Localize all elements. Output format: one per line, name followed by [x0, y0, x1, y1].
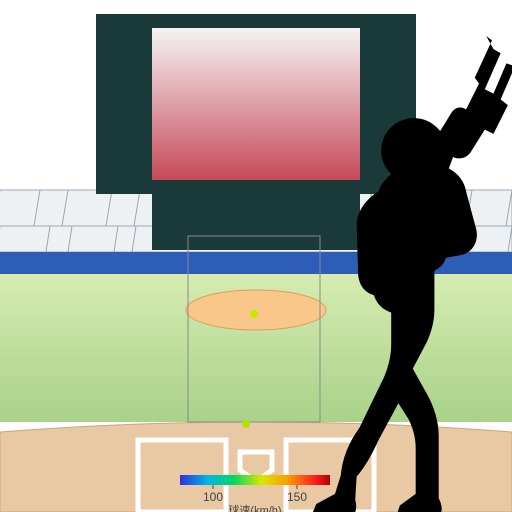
- pitch-location-chart: 100 150 球速(km/h): [0, 0, 512, 512]
- speed-tick-100: 100: [203, 490, 223, 504]
- speed-tick-150: 150: [287, 490, 307, 504]
- speed-axis-label: 球速(km/h): [228, 503, 281, 512]
- speed-colorbar: [180, 475, 330, 485]
- pitch-marker-1: [242, 420, 250, 428]
- pitch-marker-0: [250, 310, 258, 318]
